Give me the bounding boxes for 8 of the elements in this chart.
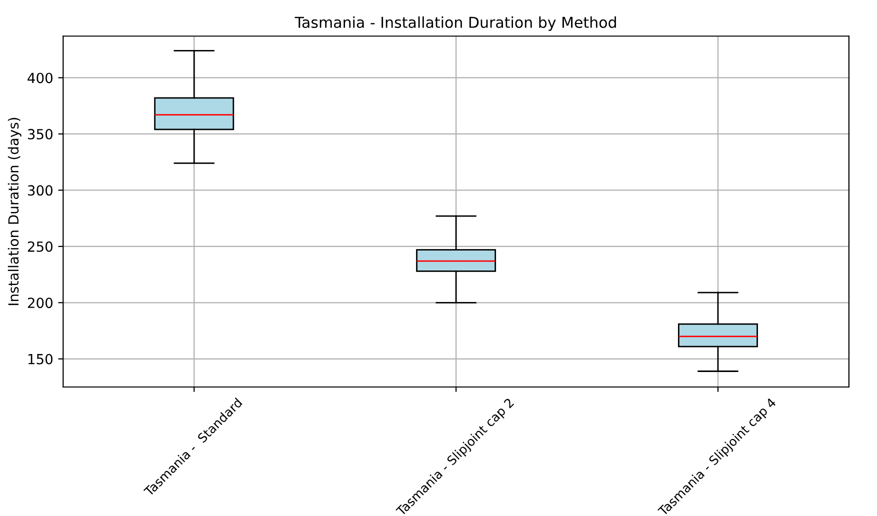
y-tick-label: 300 <box>28 185 52 196</box>
y-axis-title: Installation Duration (days) <box>8 118 22 306</box>
y-tick-label: 250 <box>28 241 52 252</box>
y-tick-label: 150 <box>28 354 52 364</box>
y-tick-label: 400 <box>28 72 52 84</box>
chart-title: Tasmania - Installation Duration by Method <box>294 16 616 31</box>
y-tick-label: 200 <box>28 298 52 308</box>
y-tick-label: 350 <box>28 128 52 140</box>
